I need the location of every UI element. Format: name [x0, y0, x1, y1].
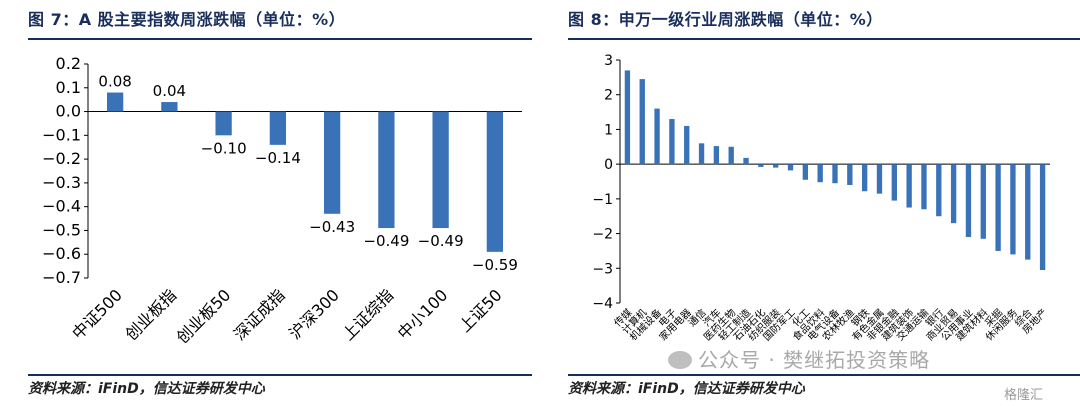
left-top-rule: [28, 38, 532, 40]
y-tick-label: −2: [592, 227, 613, 243]
bar: [106, 92, 124, 112]
bar: [965, 164, 972, 238]
data-label: −0.59: [472, 256, 518, 274]
left-source-note: 资料来源：iFinD，信达证券研发中心: [28, 381, 265, 397]
bar: [713, 146, 720, 165]
y-tick-label: 2: [604, 88, 613, 104]
index-weekly-change-chart: 0.2 0.1 0.0 −0.1 −0.2 −0.3 −0.4 −0.5 −0.6 −0.7 0.0…: [42, 54, 522, 347]
y-tick-label: −0.7: [42, 268, 81, 287]
bar: [1010, 164, 1016, 255]
y-tick-label: −0.4: [42, 197, 81, 216]
y-tick-label: −0.6: [42, 244, 81, 263]
category-label: 创业板指: [122, 285, 181, 344]
y-tick-label: −0.5: [42, 220, 81, 239]
bar: [432, 111, 449, 229]
bar: [758, 164, 764, 167]
bar: [861, 164, 868, 192]
bar: [161, 102, 178, 112]
data-label: −0.43: [309, 218, 355, 236]
bar: [891, 164, 897, 201]
data-label: −0.49: [363, 232, 409, 250]
y-tick-label: 3: [604, 53, 613, 69]
data-label: −0.49: [418, 232, 464, 250]
bar: [1025, 164, 1031, 260]
category-label: 深证成指: [230, 285, 289, 344]
data-label: 0.04: [153, 82, 186, 100]
y-tick-label: 0: [604, 157, 613, 173]
data-label: −0.10: [201, 139, 247, 157]
right-chart-title: 图 8：申万一级行业周涨跌幅（单位：%）: [568, 10, 883, 29]
category-label: 中证500: [68, 285, 126, 343]
y-tick-label: 0.0: [56, 102, 81, 121]
watermark: 公众号 · 樊继拓投资策略: [668, 344, 930, 373]
bar: [639, 79, 645, 165]
bar: [743, 157, 749, 165]
category-label: 沪深300: [285, 285, 343, 343]
bar: [936, 164, 942, 217]
bar: [624, 70, 631, 165]
data-label: 0.08: [98, 73, 131, 91]
bar: [378, 111, 395, 229]
category-label: 创业板50: [173, 285, 235, 347]
bar: [773, 164, 779, 168]
bar: [215, 111, 232, 136]
right-bottom-rule: [568, 374, 1080, 376]
bar: [876, 164, 883, 194]
bar: [698, 143, 705, 165]
wechat-icon: [668, 351, 692, 369]
y-tick-label: −0.1: [42, 125, 81, 144]
y-tick-label: −4: [592, 296, 613, 312]
category-label: 上证综指: [339, 285, 398, 344]
category-label: 中小100: [394, 285, 452, 343]
bar: [995, 164, 1001, 251]
y-tick-label: 1: [604, 122, 613, 138]
bar: [906, 164, 912, 208]
bar: [817, 164, 823, 183]
bar: [486, 111, 504, 252]
bar: [669, 119, 675, 165]
right-source-note: 资料来源：iFinD，信达证券研发中心: [568, 381, 805, 397]
y-tick-label: −3: [592, 261, 613, 277]
left-panel: 图 7：A 股主要指数周涨跌幅（单位：%） 0.2 0.1 0.0 −0.1 −0.2 −…: [28, 10, 532, 397]
bar: [980, 164, 986, 239]
y-tick-label: −0.3: [42, 173, 81, 192]
category-label: 上证50: [455, 285, 505, 335]
y-tick-label: −1: [592, 192, 613, 208]
bar: [728, 146, 734, 165]
bar: [654, 108, 660, 165]
left-chart-title: 图 7：A 股主要指数周涨跌幅（单位：%）: [28, 10, 346, 29]
right-top-rule: [568, 38, 1080, 40]
watermark-text: 公众号 · 樊继拓投资策略: [698, 348, 931, 372]
bar: [684, 125, 690, 165]
right-panel: 图 8：申万一级行业周涨跌幅（单位：%） 3 2 1 0 −1 −2 −3 −4 传媒 计算机 机械…: [562, 0, 1080, 406]
bar: [921, 164, 927, 210]
industry-weekly-change-chart: 3210−1−2−3−4传媒计算机机械设备电子家用电器通信汽车医药生物轻工制造石…: [592, 53, 1050, 343]
bar: [847, 164, 853, 185]
bar: [950, 164, 957, 224]
bar: [787, 164, 794, 171]
bar: [832, 164, 838, 184]
brand-watermark: 格隆汇: [1004, 388, 1044, 403]
y-tick-label: 0.2: [56, 54, 81, 73]
bar: [802, 164, 809, 180]
bar: [323, 111, 341, 214]
y-tick-label: −0.2: [42, 149, 81, 168]
data-label: −0.14: [255, 149, 301, 167]
left-bottom-rule: [28, 374, 532, 376]
y-tick-label: 0.1: [56, 78, 81, 97]
bar: [1039, 164, 1046, 271]
bar: [269, 111, 287, 145]
